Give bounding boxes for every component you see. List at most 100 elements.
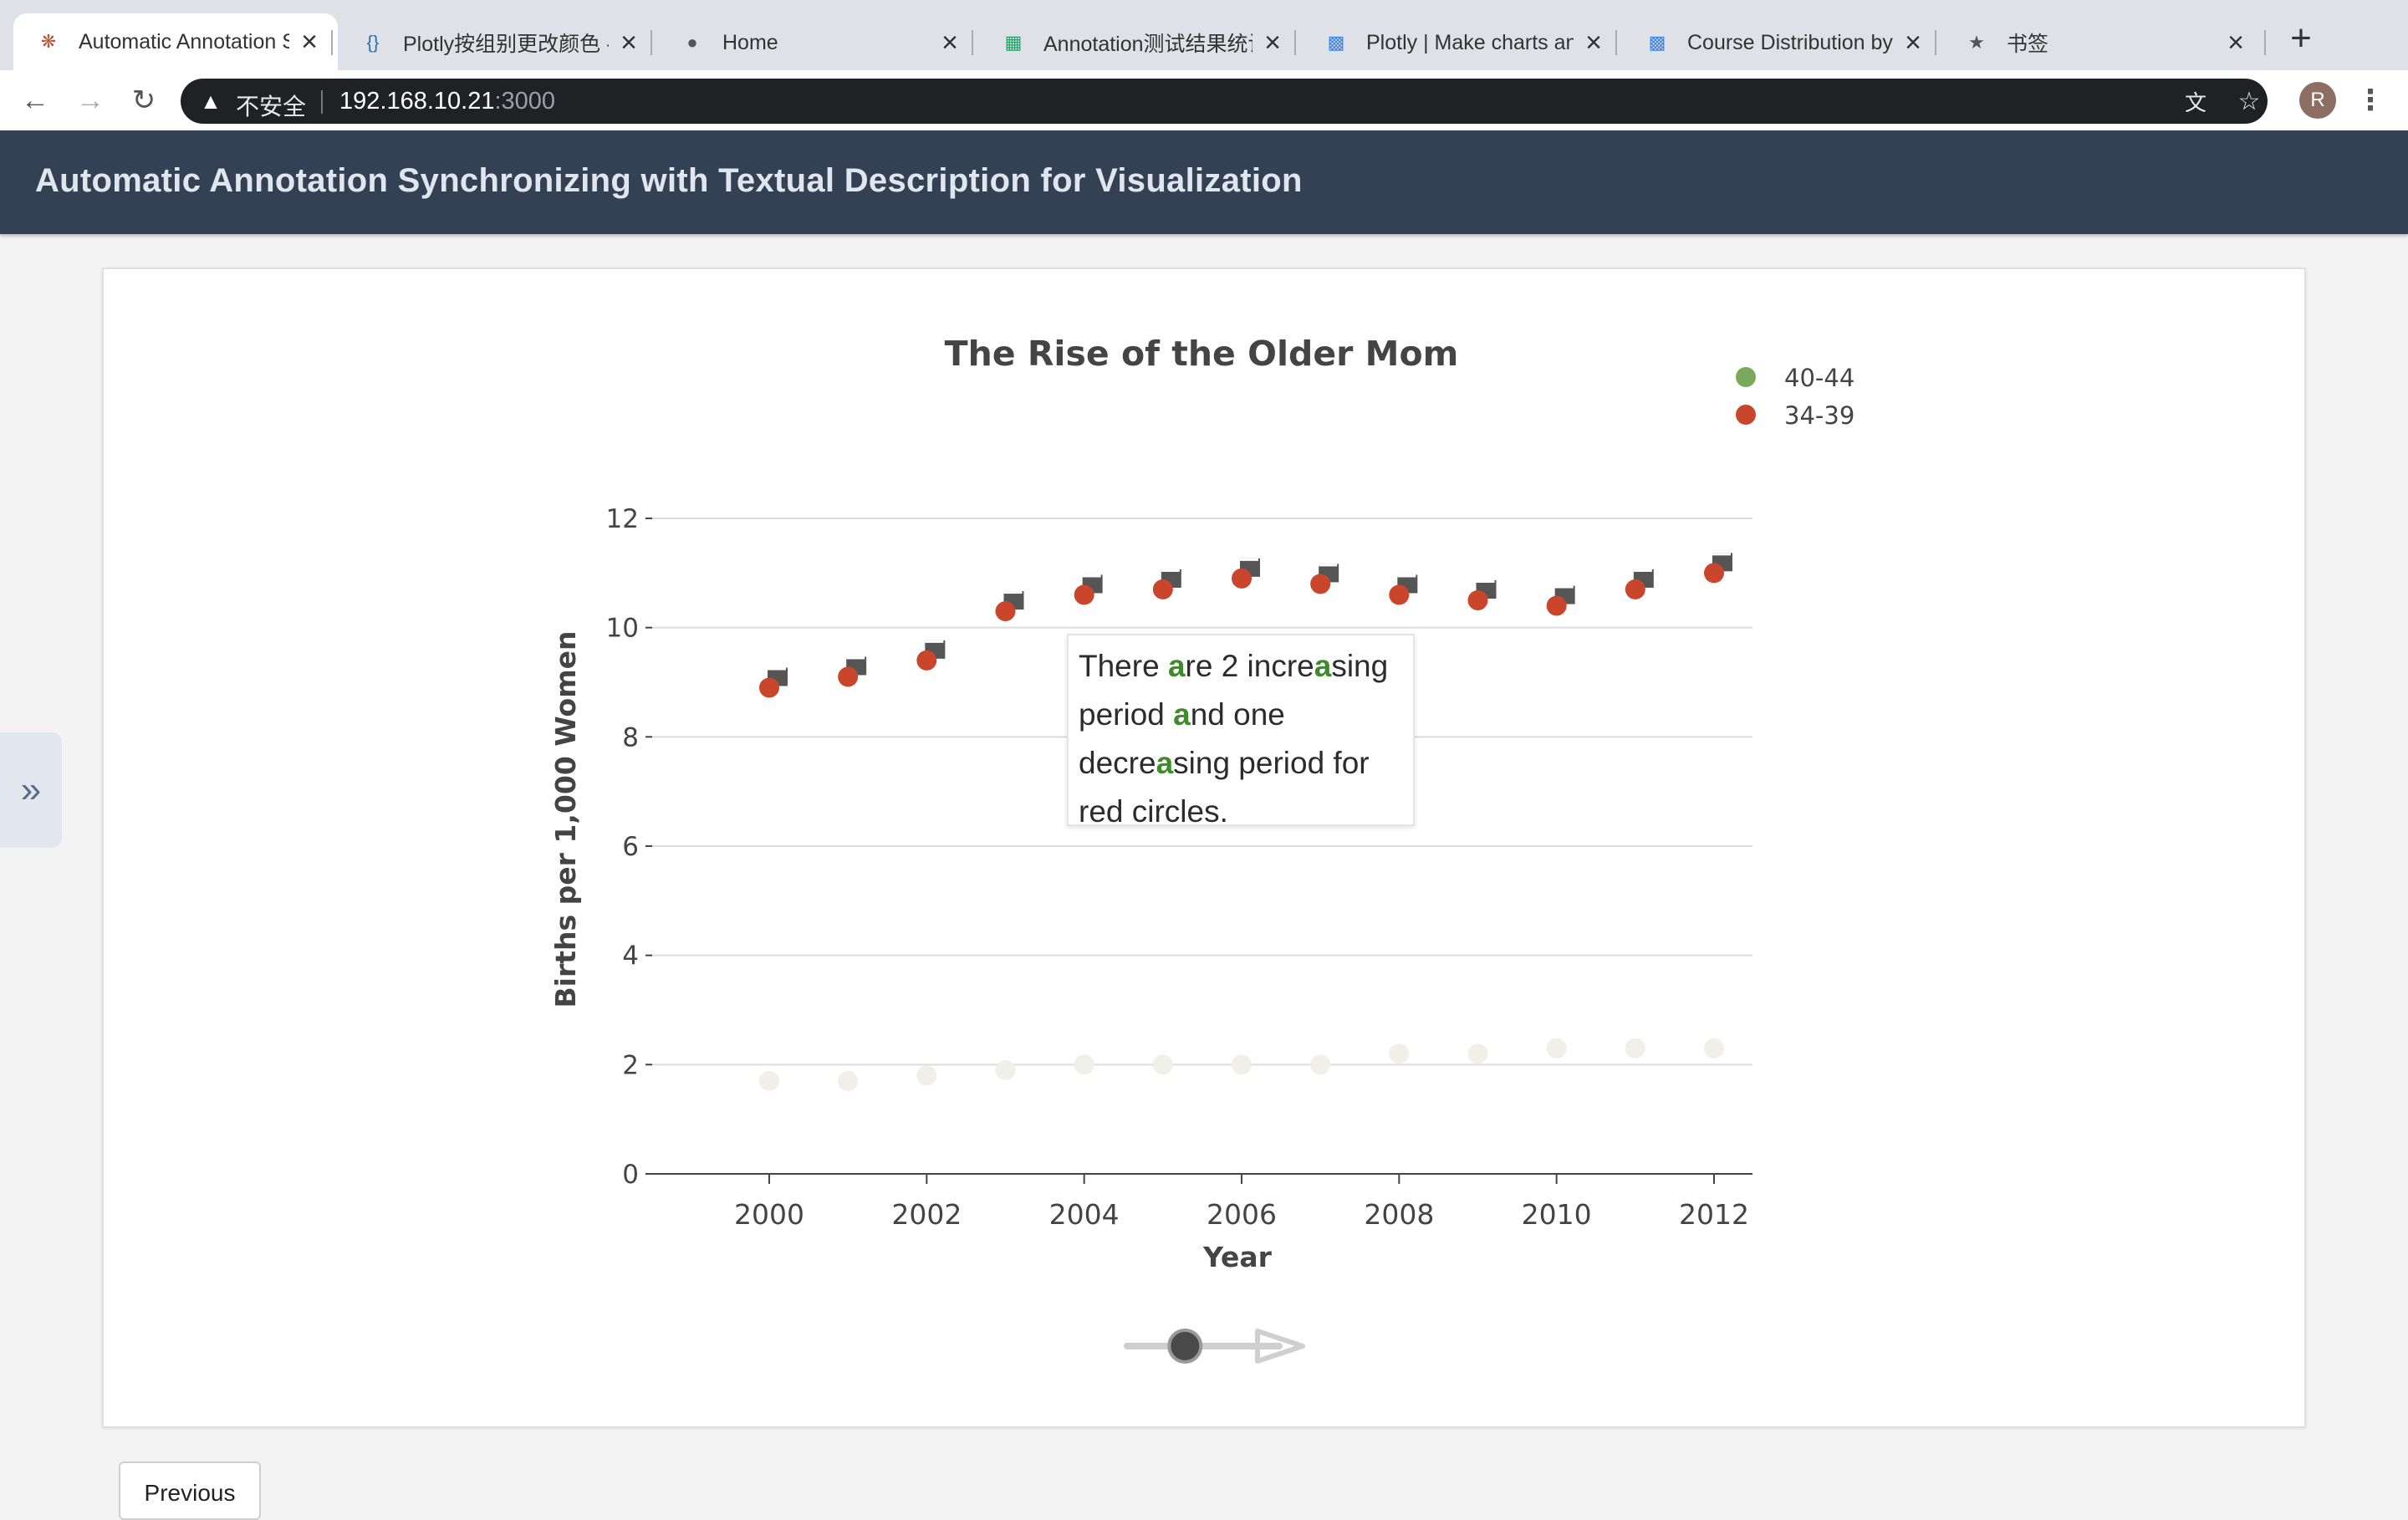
data-point-34-39	[1467, 590, 1488, 610]
tab-close-icon[interactable]: ×	[620, 27, 637, 59]
slider-knob[interactable]	[1167, 1329, 1203, 1364]
point-marker-highlight	[1476, 580, 1495, 583]
bookmark-star-icon[interactable]: ☆	[2237, 87, 2261, 115]
new-tab-button[interactable]: +	[2290, 18, 2312, 59]
od-logo-icon: ●	[686, 32, 698, 53]
data-point-34-39	[759, 677, 779, 698]
data-point-40-44	[1546, 1038, 1567, 1058]
translate-icon[interactable]: 文	[2184, 89, 2206, 115]
chart-title: The Rise of the Older Mom	[945, 334, 1459, 374]
annotation-text: sing period	[1079, 649, 1389, 732]
slider-arrow-icon	[1255, 1329, 1305, 1364]
app-logo-icon: ❋	[35, 28, 62, 55]
chart-bars-icon: ▩	[1648, 32, 1666, 53]
data-point-34-39	[916, 650, 937, 671]
point-marker-highlight	[1240, 558, 1258, 561]
browser-tab-3[interactable]: ● Home ×	[657, 15, 978, 70]
tab-title: Plotly | Make charts and	[1366, 30, 1574, 54]
browser-tab-4[interactable]: ▦ Annotation测试结果统计 ×	[978, 15, 1301, 70]
y-tick-label: 6	[622, 832, 639, 862]
x-tick-label: 2012	[1679, 1198, 1749, 1231]
data-point-40-44	[1074, 1054, 1094, 1075]
data-point-40-44	[1625, 1038, 1645, 1058]
x-tick-label: 2008	[1364, 1198, 1434, 1231]
y-tick-label: 0	[622, 1160, 639, 1190]
data-point-34-39	[838, 666, 859, 687]
tab-separator	[331, 30, 333, 55]
x-axis-label: Year	[1202, 1241, 1273, 1273]
y-tick-label: 8	[622, 722, 639, 752]
url-text[interactable]: 192.168.10.21:3000	[339, 88, 556, 115]
tab-title: 书签	[2007, 33, 2049, 56]
tab-separator	[1935, 30, 1936, 55]
data-point-40-44	[1232, 1054, 1252, 1075]
point-marker-highlight	[925, 640, 944, 643]
tab-separator	[650, 30, 652, 55]
point-marker-highlight	[1554, 585, 1574, 589]
code-braces-icon: {}	[366, 32, 380, 53]
back-arrow-icon[interactable]: ←	[21, 84, 49, 116]
profile-avatar[interactable]: R	[2299, 82, 2336, 119]
annotation-text: re 2 incre	[1185, 649, 1314, 683]
browser-tab-6[interactable]: ▩ Course Distribution by F ×	[1622, 15, 1941, 70]
x-tick-label: 2006	[1207, 1198, 1277, 1231]
point-marker-highlight	[1397, 574, 1416, 578]
data-point-40-44	[838, 1070, 859, 1091]
y-axis-label: Births per 1,000 Women	[549, 631, 582, 1008]
highlighted-letter: a	[1314, 649, 1332, 683]
point-marker-highlight	[1003, 591, 1023, 594]
annotation-text: nd one decre	[1079, 697, 1285, 780]
security-label: 不安全	[236, 94, 307, 120]
tab-title: Annotation测试结果统计	[1043, 33, 1252, 56]
forward-arrow-icon[interactable]: →	[76, 84, 105, 116]
data-point-34-39	[1310, 574, 1331, 594]
tab-title: Plotly按组别更改颜色 -	[403, 33, 609, 56]
x-tick-label: 2004	[1049, 1198, 1120, 1231]
browser-tab-1[interactable]: ❋ Automatic Annotation S ×	[13, 13, 338, 70]
address-bar[interactable]: ▲ 不安全 192.168.10.21:3000 文 ☆	[181, 79, 2268, 124]
tab-separator	[972, 30, 973, 55]
highlighted-letter: a	[1156, 746, 1174, 780]
tab-close-icon[interactable]: ×	[1585, 27, 1602, 59]
browser-tab-strip	[0, 0, 2408, 70]
x-tick-label: 2002	[891, 1198, 962, 1231]
legend-marker-40-44	[1736, 367, 1756, 387]
sidebar-expand-icon[interactable]: »	[0, 732, 62, 848]
tab-separator	[1294, 30, 1296, 55]
tab-title: Automatic Annotation S	[79, 29, 289, 54]
y-tick-label: 4	[622, 941, 639, 972]
previous-button[interactable]: Previous	[119, 1461, 261, 1520]
y-tick-label: 10	[606, 614, 639, 644]
tab-separator	[1615, 30, 1617, 55]
point-marker-highlight	[1082, 574, 1101, 578]
point-marker-highlight	[1319, 564, 1338, 567]
browser-menu-icon[interactable]: ⋮	[2356, 84, 2385, 116]
chart-bars-icon: ▩	[1327, 32, 1345, 53]
tab-title: Home	[722, 30, 778, 54]
tab-close-icon[interactable]: ×	[1905, 27, 1921, 59]
browser-tab-7[interactable]: ★ 书签 ×	[1941, 15, 2264, 70]
star-icon: ★	[1968, 32, 1985, 53]
point-marker-highlight	[1712, 553, 1731, 556]
point-marker-highlight	[1161, 569, 1180, 572]
data-point-34-39	[1546, 595, 1567, 616]
y-tick-label: 2	[622, 1050, 639, 1080]
tab-close-icon[interactable]: ×	[2227, 27, 2244, 59]
tab-close-icon[interactable]: ×	[1264, 27, 1281, 59]
data-point-40-44	[1467, 1043, 1488, 1064]
data-point-34-39	[1232, 568, 1252, 589]
data-point-40-44	[916, 1065, 937, 1086]
reload-icon[interactable]: ↻	[131, 84, 156, 116]
data-point-34-39	[1152, 579, 1173, 599]
omnibox-divider	[321, 90, 323, 114]
data-point-40-44	[759, 1070, 779, 1091]
browser-tab-5[interactable]: ▩ Plotly | Make charts and ×	[1301, 15, 1622, 70]
data-point-34-39	[1704, 563, 1724, 584]
legend-label: 40-44	[1784, 364, 1854, 392]
browser-tab-2[interactable]: {} Plotly按组别更改颜色 - ×	[338, 15, 657, 70]
tab-close-icon[interactable]: ×	[301, 26, 318, 58]
legend-label: 34-39	[1784, 401, 1854, 430]
tab-close-icon[interactable]: ×	[941, 27, 958, 59]
data-point-40-44	[995, 1059, 1016, 1080]
